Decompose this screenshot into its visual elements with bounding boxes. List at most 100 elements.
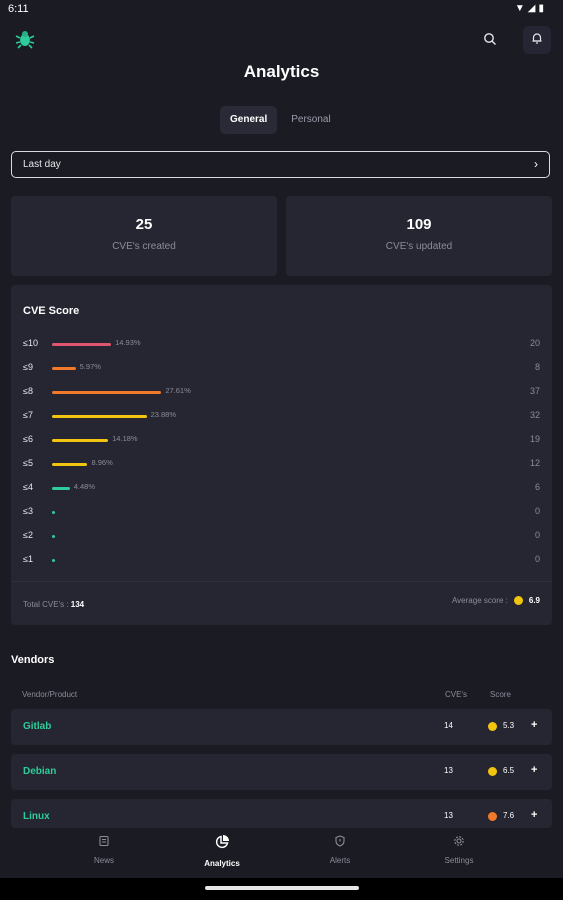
bottom-navigation: News Analytics Alerts Settings xyxy=(0,828,563,878)
cve-score-label: ≤2 xyxy=(23,530,33,540)
nav-news-label: News xyxy=(93,856,114,865)
cve-score-row: ≤7 23.88% 32 xyxy=(11,410,552,424)
cve-score-percent: 8.96% xyxy=(91,458,113,467)
cve-score-row: ≤3 0 xyxy=(11,506,552,520)
stat-updated-value: 109 xyxy=(406,216,432,233)
cve-score-count: 20 xyxy=(529,338,540,348)
cve-score-count: 6 xyxy=(534,482,540,492)
system-icons: ▼◢▮ xyxy=(515,3,547,14)
cve-score-count: 32 xyxy=(529,410,540,420)
app-bar xyxy=(0,22,563,62)
cve-score-row: ≤6 14.18% 19 xyxy=(11,434,552,448)
cve-score-footer: Total CVE's : 134 Average score : 6.9 xyxy=(11,581,552,626)
vendor-score: 6.5 xyxy=(503,766,515,775)
vendor-score-dot xyxy=(488,767,497,776)
cve-score-label: ≤7 xyxy=(23,410,33,420)
average-score-label: Average score : xyxy=(451,596,508,605)
vendor-score-dot xyxy=(488,722,497,731)
nav-news[interactable]: News xyxy=(64,834,144,865)
cve-score-card: CVE Score ≤10 14.93% 20 ≤9 5.97% 8 ≤8 27.61% 37 ≤… xyxy=(11,285,552,625)
cve-score-label: ≤9 xyxy=(23,362,33,372)
cve-score-count: 0 xyxy=(534,554,540,564)
cve-score-bar xyxy=(52,343,112,346)
cve-score-row: ≤8 27.61% 37 xyxy=(11,386,552,400)
time-range-selector[interactable]: Last day › xyxy=(11,151,550,178)
cve-score-row: ≤2 0 xyxy=(11,530,552,544)
cve-score-bar xyxy=(52,463,88,466)
vendor-cves: 13 xyxy=(444,766,453,775)
cve-score-bar xyxy=(52,367,76,370)
notifications-button[interactable] xyxy=(523,26,551,54)
wifi-icon: ▼ xyxy=(514,3,528,14)
cve-score-label: ≤8 xyxy=(23,386,33,396)
vendor-row[interactable]: Debian 13 6.5 + xyxy=(11,754,552,790)
cve-score-row: ≤9 5.97% 8 xyxy=(11,362,552,376)
chevron-right-icon: › xyxy=(534,157,538,171)
vendor-cves: 13 xyxy=(444,811,453,820)
newspaper-icon xyxy=(98,834,110,851)
nav-settings[interactable]: Settings xyxy=(419,834,499,865)
vendor-row[interactable]: Linux 13 7.6 + xyxy=(11,799,552,828)
cve-score-percent: 14.18% xyxy=(112,434,138,443)
stat-updated: 109 CVE's updated xyxy=(286,196,552,276)
cve-score-bar xyxy=(52,511,55,514)
status-bar: 6:11 ▼◢▮ xyxy=(0,0,563,20)
cve-score-label: ≤5 xyxy=(23,458,33,468)
vendor-score: 5.3 xyxy=(503,721,515,730)
cve-score-count: 0 xyxy=(534,530,540,540)
cve-score-percent: 4.48% xyxy=(73,482,96,491)
add-vendor-icon[interactable]: + xyxy=(531,719,538,731)
time-range-label: Last day xyxy=(23,159,61,170)
search-icon xyxy=(483,32,497,51)
cve-score-bar xyxy=(52,439,109,442)
total-cves-label: Total CVE's : xyxy=(23,600,69,609)
cve-score-percent: 27.61% xyxy=(165,386,191,395)
average-score-value: 6.9 xyxy=(528,596,540,605)
vendor-column-header: Vendor/Product xyxy=(22,690,78,699)
total-cves-value: 134 xyxy=(70,600,85,609)
tab-personal[interactable]: Personal xyxy=(291,114,331,125)
vendor-score: 7.6 xyxy=(503,811,515,820)
stat-created: 25 CVE's created xyxy=(11,196,277,276)
search-button[interactable] xyxy=(477,28,503,54)
vendor-cves: 14 xyxy=(444,721,453,730)
status-time: 6:11 xyxy=(8,3,29,15)
vendor-name[interactable]: Gitlab xyxy=(23,721,52,732)
nav-alerts[interactable]: Alerts xyxy=(300,834,380,865)
battery-icon: ▮ xyxy=(538,3,547,14)
cves-column-header: CVE's xyxy=(445,690,467,699)
cve-score-percent: 14.93% xyxy=(115,338,141,347)
cve-score-bar xyxy=(52,415,147,418)
gesture-bar xyxy=(0,878,563,900)
cve-score-count: 12 xyxy=(529,458,540,468)
cve-score-label: ≤4 xyxy=(23,482,33,492)
page-title: Analytics xyxy=(243,62,320,81)
total-cves: Total CVE's : 134 xyxy=(23,600,84,609)
vendor-name[interactable]: Linux xyxy=(23,811,50,822)
vendor-name[interactable]: Debian xyxy=(23,766,57,777)
cve-score-bar xyxy=(52,559,55,562)
cve-score-percent: 5.97% xyxy=(79,362,101,371)
stat-created-value: 25 xyxy=(135,216,153,233)
average-score-dot xyxy=(513,596,523,605)
home-indicator[interactable] xyxy=(205,886,359,890)
nav-analytics[interactable]: Analytics xyxy=(182,834,262,868)
cve-score-title: CVE Score xyxy=(23,305,80,317)
vendor-row[interactable]: Gitlab 14 5.3 + xyxy=(11,709,552,745)
cve-score-row: ≤1 0 xyxy=(11,554,552,568)
cve-score-label: ≤10 xyxy=(23,338,38,348)
average-score: Average score : 6.9 xyxy=(452,596,540,605)
pie-chart-icon xyxy=(214,835,230,854)
cve-score-label: ≤6 xyxy=(23,434,33,444)
add-vendor-icon[interactable]: + xyxy=(531,809,538,821)
tab-general[interactable]: General xyxy=(220,106,278,134)
add-vendor-icon[interactable]: + xyxy=(531,764,538,776)
cve-score-label: ≤1 xyxy=(23,554,33,564)
nav-analytics-label: Analytics xyxy=(204,859,240,868)
score-column-header: Score xyxy=(490,690,511,699)
cve-score-count: 19 xyxy=(529,434,540,444)
vendors-title: Vendors xyxy=(11,654,55,666)
cve-score-count: 0 xyxy=(534,506,540,516)
analytics-tabs: General Personal xyxy=(220,106,341,134)
stat-updated-label: CVE's updated xyxy=(385,241,453,252)
